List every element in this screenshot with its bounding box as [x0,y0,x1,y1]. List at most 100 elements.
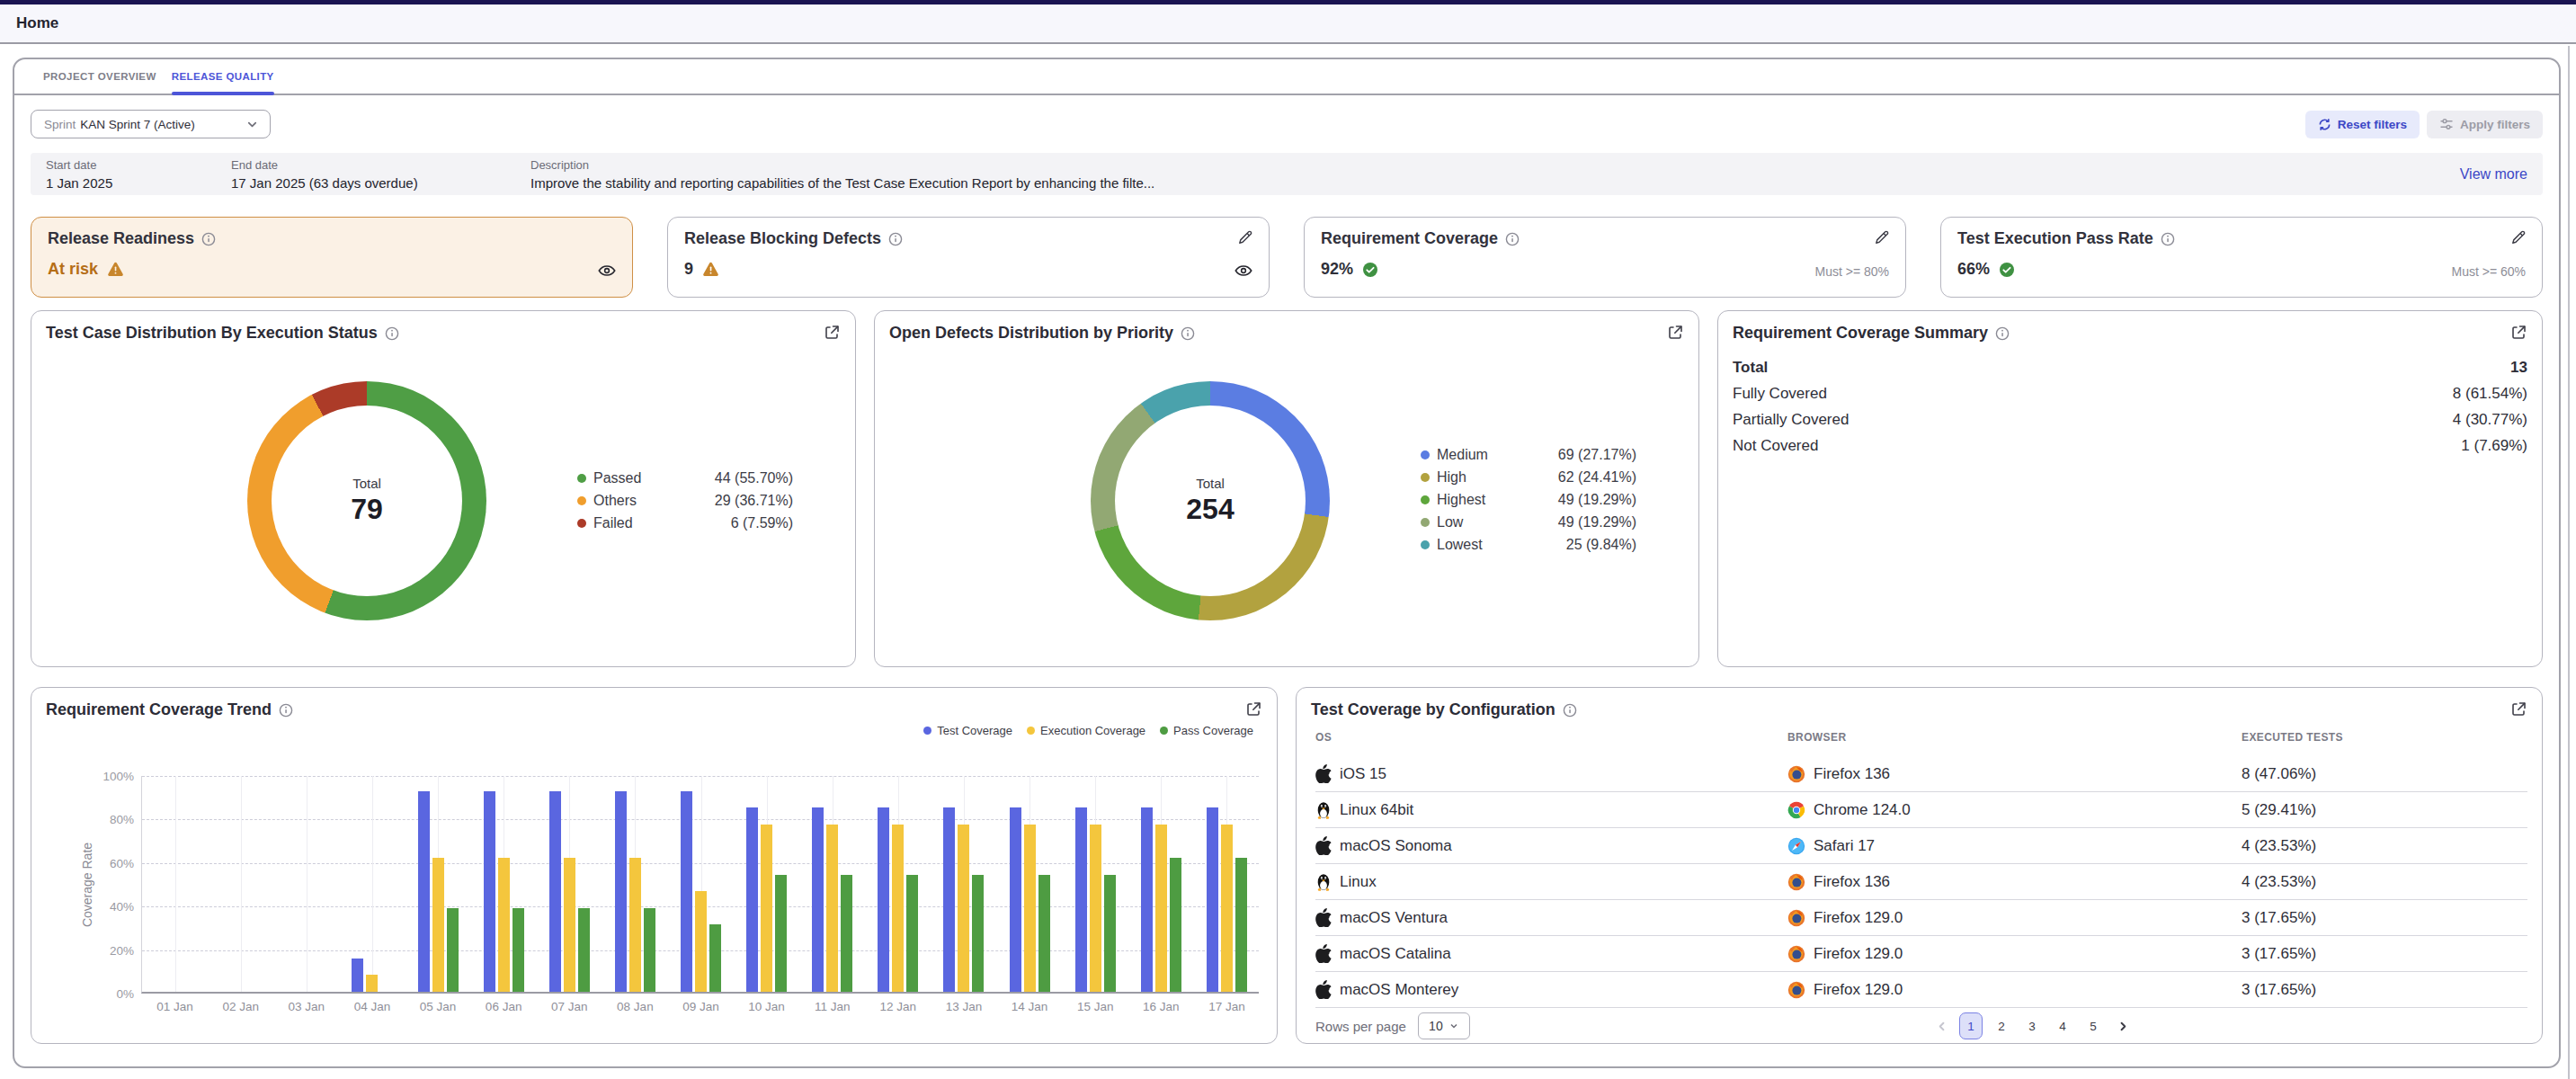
sprint-select[interactable]: Sprint KAN Sprint 7 (Active) [31,110,271,138]
apple-icon [1315,908,1332,927]
firefox-icon [1787,945,1805,963]
summary-label: Not Covered [1733,437,1818,455]
rows-per-page-select[interactable]: 10 [1418,1012,1470,1039]
view-more-link[interactable]: View more [2460,166,2527,183]
external-link-icon[interactable] [823,324,841,342]
os-cell: macOS Monterey [1315,980,1787,999]
bar-execution-coverage [892,825,904,992]
table-row: macOS Sonoma Safari 17 4 (23.53%) [1315,828,2527,864]
bar-pass-coverage [841,875,852,992]
legend-label: Highest [1437,492,1485,508]
executed-tests-cell: 3 (17.65%) [2242,981,2527,999]
x-tick-label: 17 Jan [1208,1000,1245,1013]
safari-icon [1787,837,1805,855]
browser-cell: Firefox 136 [1787,873,2242,891]
x-tick-label: 07 Jan [551,1000,588,1013]
pagination-page-3[interactable]: 3 [2020,1012,2044,1039]
legend-value: 49 (19.29%) [1558,492,1636,508]
info-icon[interactable] [1181,326,1195,341]
info-icon[interactable] [1563,703,1577,718]
info-icon[interactable] [385,326,399,341]
browser-cell: Chrome 124.0 [1787,801,2242,819]
x-tick-label: 11 Jan [815,1000,851,1013]
executed-tests-value: 5 (29.41%) [2242,801,2316,819]
description-label: Description [530,158,2442,172]
table-row: macOS Catalina Firefox 129.0 3 (17.65%) [1315,936,2527,972]
browser-name: Chrome 124.0 [1814,801,1911,819]
bar-test-coverage [615,791,627,992]
tab-release-quality[interactable]: RELEASE QUALITY [172,59,274,94]
bar-pass-coverage [906,875,918,992]
tab-project-overview[interactable]: PROJECT OVERVIEW [43,59,156,94]
external-link-icon[interactable] [2509,700,2527,718]
eye-icon[interactable] [1234,261,1253,281]
donut-total-value: 79 [351,493,383,526]
pagination-page-1[interactable]: 1 [1959,1012,1983,1039]
bar-group [1194,807,1260,992]
table-footer: Rows per page 10 12345 [1315,1008,2527,1044]
apply-filters-button[interactable]: Apply filters [2427,111,2543,138]
edit-pen-icon[interactable] [1873,229,1890,246]
legend-dot [1421,540,1430,549]
apply-filters-label: Apply filters [2460,118,2530,131]
bar-group [1128,807,1194,992]
legend-value: 44 (55.70%) [715,470,793,486]
legend-item: Others29 (36.71%) [577,489,793,512]
metric-requirement-coverage: Requirement Coverage 92% Must >= 80% [1304,217,1906,298]
firefox-icon [1787,873,1805,891]
bar-test-coverage [484,791,495,992]
bar-group [865,807,931,992]
edit-pen-icon[interactable] [2509,229,2527,246]
reset-filters-button[interactable]: Reset filters [2305,111,2420,138]
bar-test-coverage [812,807,824,992]
donut-legend: Medium69 (27.17%)High62 (24.41%)Highest4… [1421,443,1636,556]
legend-dot [1027,727,1035,735]
info-icon[interactable] [201,232,216,246]
x-tick-label: 16 Jan [1143,1000,1180,1013]
os-name: macOS Catalina [1340,945,1451,963]
metric-title: Release Blocking Defects [684,229,881,248]
metric-release-blocking-defects: Release Blocking Defects 9 [667,217,1270,298]
y-axis-title: Coverage Rate [80,843,94,927]
pagination-page-4[interactable]: 4 [2051,1012,2074,1039]
external-link-icon[interactable] [1244,700,1262,718]
info-icon[interactable] [279,703,293,718]
table-row: macOS Ventura Firefox 129.0 3 (17.65%) [1315,900,2527,936]
pagination-page-5[interactable]: 5 [2081,1012,2105,1039]
panel-open-defects: Open Defects Distribution by Priority To… [874,310,1699,667]
os-name: macOS Ventura [1340,909,1448,927]
scrollbar[interactable] [2568,46,2576,1079]
browser-cell: Safari 17 [1787,837,2242,855]
metric-title: Test Execution Pass Rate [1957,229,2153,248]
info-icon[interactable] [2161,232,2175,246]
pagination-prev[interactable] [1930,1012,1952,1039]
panel-title: Test Coverage by Configuration [1311,700,1555,719]
x-tick-label: 02 Jan [222,1000,259,1013]
info-icon[interactable] [888,232,903,246]
metric-title: Release Readiness [48,229,194,248]
external-link-icon[interactable] [2509,324,2527,342]
legend-value: 69 (27.17%) [1558,447,1636,463]
pagination-page-2[interactable]: 2 [1990,1012,2013,1039]
table-body: iOS 15 Firefox 136 8 (47.06%)Linux 64bit… [1315,756,2527,1008]
bar-execution-coverage [1221,825,1233,992]
legend-label: Passed [593,470,641,486]
pagination-next[interactable] [2112,1012,2134,1039]
legend-item: High62 (24.41%) [1421,466,1636,488]
summary-value: 13 [2510,359,2527,377]
browser-name: Firefox 129.0 [1814,981,1903,999]
bar-execution-coverage [1090,825,1101,992]
legend-label: Others [593,493,637,509]
bar-chart-coverage-trend: 0%20%40%60%80%100%01 Jan02 Jan03 Jan04 J… [141,776,1259,994]
description: Description Improve the stability and re… [530,158,2442,191]
eye-icon[interactable] [597,261,617,281]
edit-pen-icon[interactable] [1236,229,1253,246]
info-icon[interactable] [1505,232,1520,246]
external-link-icon[interactable] [1666,324,1684,342]
info-icon[interactable] [1995,326,2010,341]
bar-pass-coverage [1038,875,1050,992]
executed-tests-value: 4 (23.53%) [2242,873,2316,891]
chevron-right-icon [2117,1020,2130,1033]
browser-cell: Firefox 136 [1787,765,2242,783]
bar-execution-coverage [366,975,378,992]
